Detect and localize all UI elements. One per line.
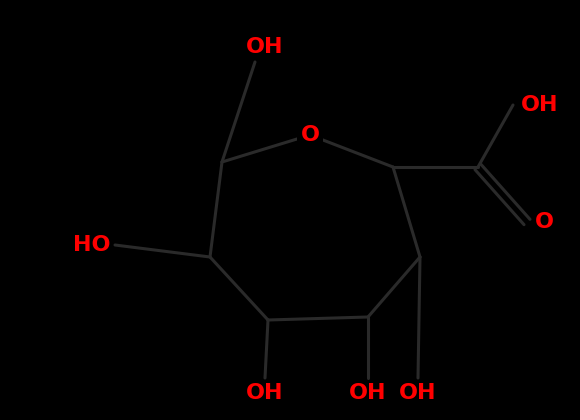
Text: OH: OH	[521, 95, 559, 115]
Text: OH: OH	[246, 383, 284, 403]
Text: OH: OH	[246, 37, 284, 57]
Text: O: O	[535, 212, 554, 232]
Text: O: O	[300, 125, 320, 145]
Text: OH: OH	[399, 383, 437, 403]
Text: OH: OH	[349, 383, 387, 403]
Text: HO: HO	[72, 235, 110, 255]
